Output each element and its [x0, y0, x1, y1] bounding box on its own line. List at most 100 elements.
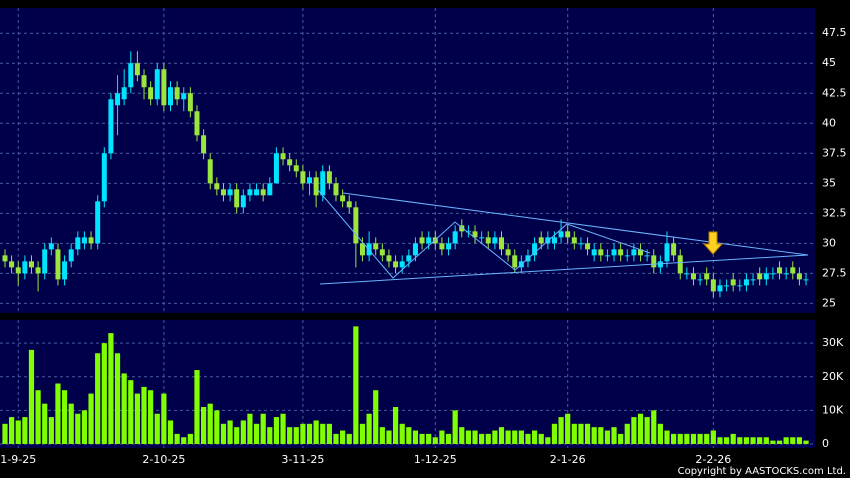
volume-bar [796, 437, 802, 444]
volume-bar [55, 383, 61, 444]
volume-bar [48, 417, 54, 444]
candle-body [220, 189, 226, 196]
volume-bar [631, 417, 637, 444]
volume-bar [42, 403, 48, 444]
volume-bar [280, 413, 286, 444]
candle-body [465, 231, 471, 233]
candle-body [267, 183, 273, 196]
volume-bar [240, 420, 246, 444]
volume-bar [505, 430, 511, 444]
y2-tick-label: 0 [822, 437, 829, 450]
volume-bar [161, 393, 167, 444]
volume-bar [426, 433, 432, 444]
candle-body [710, 279, 716, 292]
candle-body [320, 171, 326, 196]
volume-bar [267, 427, 273, 444]
candle-body [28, 261, 34, 268]
volume-bar [68, 403, 74, 444]
candle-body [697, 279, 703, 281]
volume-bar [234, 427, 240, 444]
candle-body [452, 231, 458, 244]
candle-body [88, 237, 94, 244]
volume-bar [532, 430, 538, 444]
volume-bar [624, 423, 630, 444]
volume-bar [445, 433, 452, 444]
candle-body [373, 243, 379, 250]
candle-body [631, 249, 637, 256]
candle-body [240, 195, 246, 208]
volume-bar [35, 390, 41, 444]
y-tick-label: 47.5 [822, 26, 847, 39]
volume-bar [75, 413, 81, 444]
volume-bar [293, 427, 299, 444]
candle-body [624, 255, 630, 257]
candle-body [121, 87, 127, 100]
volume-bar [704, 433, 710, 444]
candle-body [730, 279, 736, 286]
candle-body [55, 249, 61, 280]
volume-bar [750, 437, 756, 444]
zigzag [317, 189, 651, 279]
candle-body [578, 243, 584, 245]
x-tick-label: 2-10-25 [142, 453, 185, 466]
candle-body [677, 255, 683, 274]
volume-bar [770, 440, 776, 444]
candle-body [538, 237, 544, 244]
volume-bar [399, 423, 405, 444]
volume-bar [743, 437, 750, 444]
volume-bar [525, 433, 531, 444]
candle-body [181, 93, 187, 100]
volume-bar [61, 390, 68, 444]
volume-bar [591, 427, 597, 444]
candle-body [168, 87, 173, 106]
candle-body [393, 261, 399, 268]
volume-bar [227, 420, 233, 444]
candle-body [128, 63, 134, 88]
y-tick-label: 25 [822, 296, 836, 309]
x-tick-label: 3-11-25 [281, 453, 324, 466]
volume-bar [485, 433, 491, 444]
volume-bar [121, 373, 127, 444]
volume-bar [101, 343, 107, 444]
price-panel [0, 8, 815, 313]
volume-bar [300, 423, 306, 444]
volume-bar [373, 390, 379, 444]
volume-bar [174, 433, 180, 444]
candle-body [446, 243, 452, 250]
y2-tick-label: 20K [822, 370, 844, 383]
volume-bar [214, 410, 220, 444]
volume-bar [346, 433, 352, 444]
volume-bar [551, 423, 558, 444]
candle-body [346, 201, 352, 208]
candle-body [618, 249, 624, 256]
volume-bar [15, 420, 21, 444]
volume-bar [452, 410, 458, 444]
volume-bar [671, 433, 677, 444]
candle-body [419, 237, 425, 244]
volume-bar [479, 433, 485, 444]
y-tick-label: 45 [822, 56, 836, 69]
candle-body [763, 273, 769, 280]
candle-body [379, 249, 385, 256]
trendline [342, 192, 809, 256]
candle-body [638, 249, 644, 256]
candle-body [585, 243, 591, 250]
volume-bar [604, 430, 611, 444]
candle-body [439, 243, 445, 250]
y2-tick-label: 30K [822, 336, 844, 349]
candle-body [604, 255, 610, 257]
candle-body [690, 273, 696, 280]
volume-bar [498, 427, 505, 444]
candle-body [532, 243, 538, 256]
candle-body [426, 237, 432, 244]
x-tick-label: 2-2-26 [695, 453, 731, 466]
candle-body [704, 273, 710, 280]
volume-bar [201, 407, 207, 444]
volume-bar [141, 386, 147, 444]
candle-body [717, 285, 723, 292]
candle-body [15, 267, 21, 274]
volume-bar [340, 430, 346, 444]
volume-bar [584, 423, 591, 444]
volume-bar [472, 430, 478, 444]
